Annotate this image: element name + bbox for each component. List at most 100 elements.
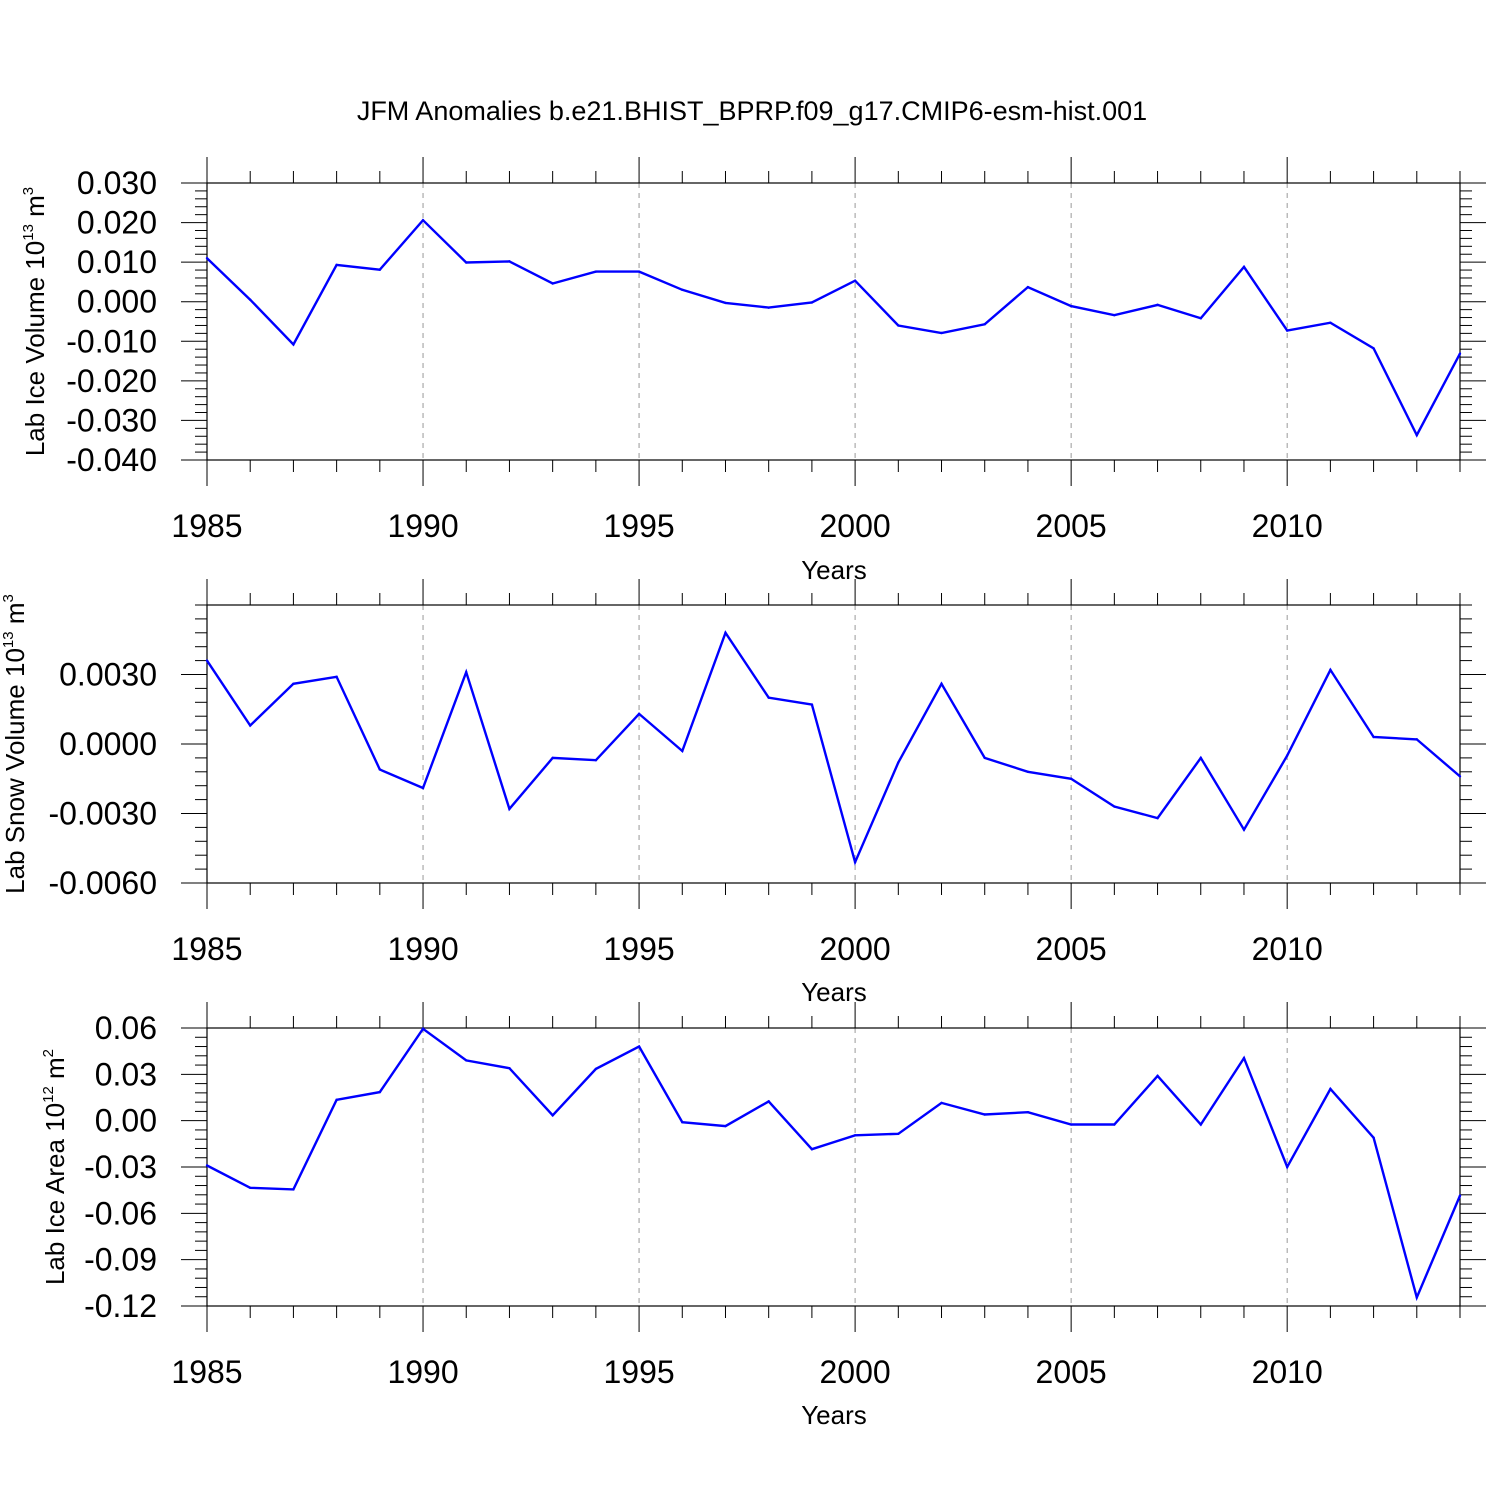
y-axis-label-part: Lab Ice Area 10: [40, 1103, 70, 1285]
y-tick-label: 0.0000: [59, 726, 157, 762]
data-point: [1458, 1194, 1462, 1197]
data-point: [637, 712, 641, 716]
data-point: [1329, 321, 1332, 324]
data-point: [1113, 805, 1116, 808]
y-tick-label: 0.030: [77, 165, 157, 201]
x-axis-label: Years: [801, 977, 867, 1007]
data-point: [292, 682, 295, 685]
y-tick-label: -0.020: [66, 363, 157, 399]
x-tick-label: 1990: [387, 1354, 458, 1390]
data-point: [1026, 1110, 1030, 1114]
series-line: [206, 218, 1462, 438]
data-point: [465, 1059, 468, 1062]
data-point: [205, 256, 209, 260]
y-tick-label: 0.000: [77, 284, 157, 320]
data-point: [421, 218, 425, 222]
data-point: [1026, 285, 1030, 289]
data-point: [983, 323, 986, 326]
x-tick-label: 2000: [820, 1354, 891, 1390]
y-tick-label: -0.06: [84, 1195, 157, 1231]
x-tick-label: 1995: [603, 508, 674, 544]
data-point: [897, 761, 900, 764]
data-point: [810, 703, 814, 706]
panel-2: 0.0030 0.0000 -0.0030 -0.0060 1985 1990 1995 20…: [0, 579, 1486, 1007]
data-point: [853, 1134, 857, 1137]
y-axis-label-superscript: 13: [20, 224, 37, 241]
data-point: [378, 268, 382, 271]
data-point: [1285, 329, 1289, 332]
x-tick-label: 2010: [1252, 508, 1323, 544]
x-tick-label: 2000: [820, 508, 891, 544]
y-tick-label: -0.010: [66, 323, 157, 359]
y-axis-label-part: m: [40, 1057, 70, 1086]
data-point: [940, 682, 943, 685]
x-tick-label: 1985: [171, 931, 242, 967]
x-tick-label: 1985: [171, 1354, 242, 1390]
x-tick-label: 1995: [603, 1354, 674, 1390]
x-tick-label: 2005: [1036, 1354, 1107, 1390]
y-axis-label-superscript: 2: [40, 1049, 57, 1057]
x-tick-label: 1985: [171, 508, 242, 544]
data-point: [508, 1066, 511, 1070]
x-tick-label: 1990: [387, 508, 458, 544]
data-point: [594, 1067, 598, 1071]
x-axis-label: Years: [801, 555, 867, 585]
y-tick-label: -0.09: [84, 1242, 157, 1278]
data-point: [983, 1113, 986, 1116]
data-point: [1199, 756, 1202, 760]
data-point: [681, 288, 684, 292]
data-point: [637, 1045, 641, 1048]
y-tick-label: 0.00: [95, 1103, 157, 1139]
y-tick-label: 0.010: [77, 244, 157, 280]
x-tick-label: 1990: [387, 931, 458, 967]
data-point: [508, 807, 511, 811]
panel-3: 0.06 0.03 0.00 -0.03 -0.06 -0.09 -0.12 1985 1990…: [40, 1002, 1486, 1430]
data-point: [292, 1188, 295, 1191]
data-point: [1199, 1123, 1202, 1126]
data-point: [1285, 754, 1289, 757]
y-axis-label-part: m: [20, 195, 50, 224]
data-point: [335, 1098, 338, 1102]
data-point: [897, 324, 900, 327]
x-tick-label: 2000: [820, 931, 891, 967]
data-point: [1026, 770, 1030, 773]
y-tick-label: 0.0030: [59, 657, 157, 693]
data-point: [1329, 668, 1332, 672]
data-point: [1069, 777, 1073, 780]
data-point: [378, 768, 382, 771]
data-point: [551, 282, 554, 285]
data-point: [1415, 433, 1418, 437]
data-point: [853, 860, 857, 864]
data-point: [205, 659, 209, 662]
y-axis-label-part: Lab Snow Volume 10: [0, 648, 30, 894]
data-point: [1113, 313, 1116, 317]
data-point: [249, 1186, 252, 1190]
data-point: [1242, 828, 1246, 831]
y-axis-label-superscript: 3: [0, 594, 17, 602]
data-point: [724, 301, 727, 305]
data-point: [1372, 347, 1375, 350]
x-tick-label: 1995: [603, 931, 674, 967]
data-point: [335, 675, 338, 679]
data-point: [421, 786, 425, 790]
y-tick-label: -0.0030: [48, 796, 157, 832]
y-tick-label: -0.030: [66, 402, 157, 438]
data-point: [767, 696, 770, 699]
y-axis-label: Lab Ice Area 1012 m2: [40, 1049, 70, 1285]
data-point: [1242, 265, 1246, 269]
y-tick-label: -0.0060: [48, 865, 157, 901]
data-point: [508, 260, 511, 263]
data-point: [1329, 1087, 1332, 1091]
y-tick-label: 0.020: [77, 205, 157, 241]
data-point: [465, 670, 468, 674]
y-tick-label: -0.040: [66, 442, 157, 478]
plot-frame: [206, 604, 1461, 884]
data-point: [940, 1101, 943, 1105]
x-tick-label: 2005: [1036, 508, 1107, 544]
data-point: [292, 343, 295, 346]
y-axis-label-part: m: [0, 603, 30, 632]
data-point: [551, 1114, 554, 1117]
